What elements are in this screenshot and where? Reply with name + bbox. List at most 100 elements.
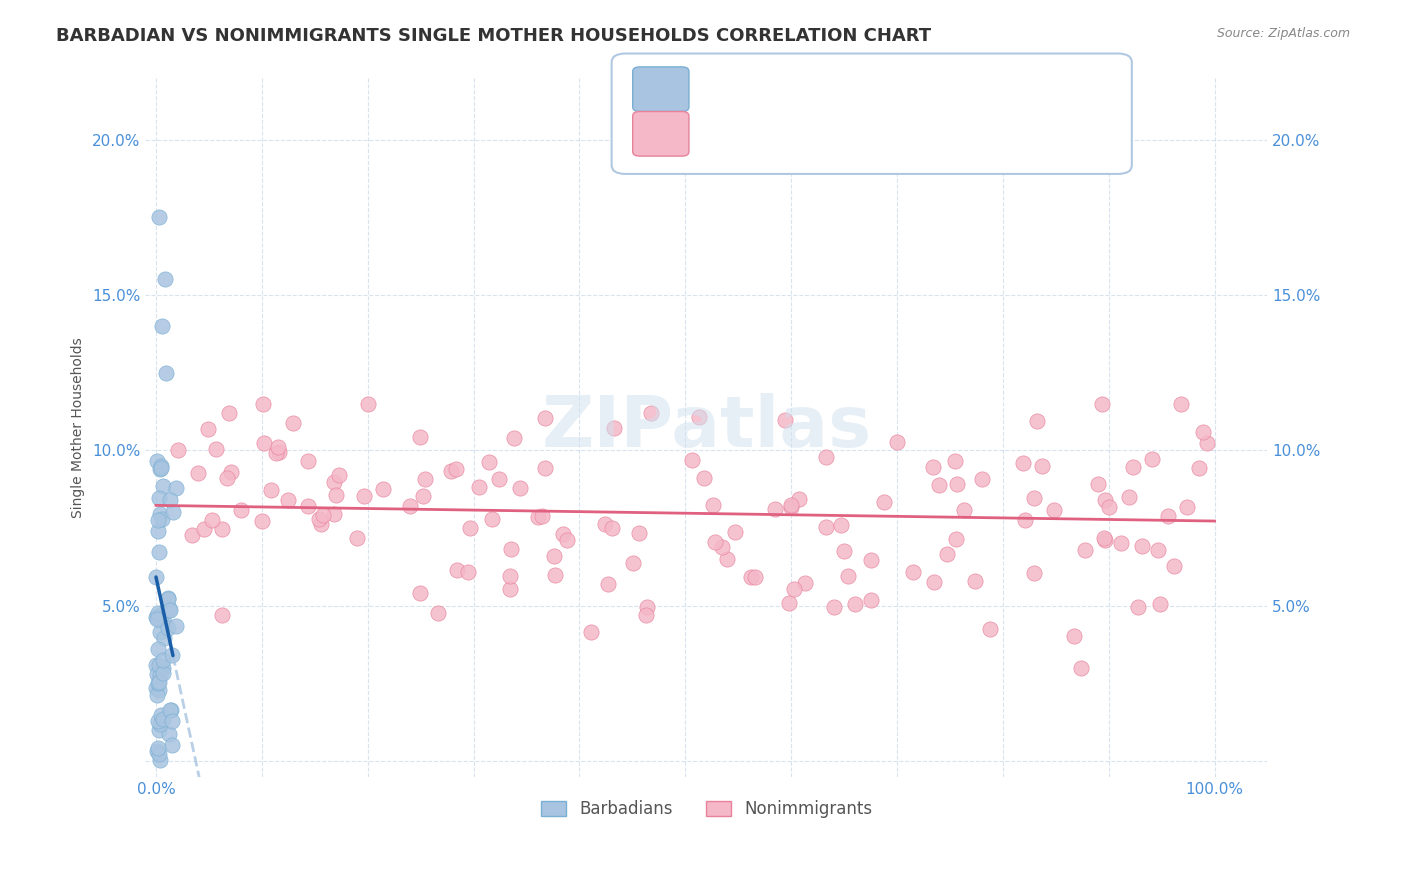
Point [693,471,716,485]
Point [1074,542,1097,557]
Point [1175,500,1198,514]
Point [252,435,274,450]
Point [215,471,238,485]
Point [527,509,550,524]
Text: R =: R = [693,80,730,98]
Point [702,498,724,512]
Point [1122,460,1144,475]
Point [150,460,173,475]
Text: Source: ZipAtlas.com: Source: ZipAtlas.com [1216,27,1350,40]
Point [162,714,184,728]
Point [557,533,579,547]
Point [509,481,531,495]
Point [149,717,172,731]
Text: N =: N = [811,80,848,98]
Point [148,658,170,673]
Point [149,625,172,640]
Point [823,599,845,614]
Point [458,521,481,535]
Point [936,547,959,561]
Point [773,413,796,427]
Point [145,570,167,584]
Point [312,508,335,522]
Point [534,411,557,425]
Point [636,608,658,623]
Y-axis label: Single Mother Households: Single Mother Households [72,337,86,517]
Point [530,509,553,524]
Point [1070,661,1092,675]
Point [145,681,167,696]
Text: BARBADIAN VS NONIMMIGRANTS SINGLE MOTHER HOUSEHOLDS CORRELATION CHART: BARBADIAN VS NONIMMIGRANTS SINGLE MOTHER… [56,27,931,45]
Point [159,492,181,507]
Point [148,544,170,558]
Point [1118,491,1140,505]
Point [308,512,330,526]
Point [148,723,170,738]
Point [603,421,626,435]
Point [1157,508,1180,523]
Point [1142,452,1164,467]
Point [149,462,172,476]
Point [211,608,233,623]
Text: -0.214: -0.214 [727,80,786,98]
Point [323,475,346,489]
Point [231,502,253,516]
Point [1031,458,1053,473]
Point [157,591,180,606]
Point [787,492,810,507]
Point [543,549,565,563]
Point [150,512,173,526]
Point [252,397,274,411]
Point [780,499,803,513]
Point [353,489,375,503]
Point [1092,531,1115,545]
Point [218,406,240,420]
Point [166,443,188,458]
Point [148,682,170,697]
Point [1063,629,1085,643]
Point [150,607,173,622]
Point [148,211,170,225]
Point [187,466,209,480]
Point [152,661,174,675]
Point [446,563,468,577]
Point [928,477,950,491]
Point [146,688,169,702]
Point [267,440,290,454]
Point [148,674,170,689]
Point [499,582,522,597]
Point [149,507,172,521]
Point [149,458,172,473]
Point [309,516,332,531]
Point [146,524,169,538]
Point [252,514,274,528]
Text: N =: N = [811,125,848,143]
Point [963,574,986,588]
Point [145,658,167,673]
Point [1130,539,1153,553]
Point [596,577,619,591]
Point [153,615,176,629]
Point [160,738,183,752]
Point [148,491,170,505]
Point [946,477,969,491]
Point [1024,566,1046,581]
Point [593,517,616,532]
Point [152,712,174,726]
Point [1149,597,1171,611]
Point [498,569,520,583]
Point [1043,502,1066,516]
Point [704,534,727,549]
Point [763,501,786,516]
Point [1022,491,1045,505]
Point [399,499,422,513]
Point [832,543,855,558]
Point [148,513,170,527]
Point [165,481,187,495]
Point [860,593,883,607]
Point [628,526,651,541]
Point [1170,397,1192,411]
Point [837,569,859,583]
Point [922,459,945,474]
Point [346,531,368,545]
